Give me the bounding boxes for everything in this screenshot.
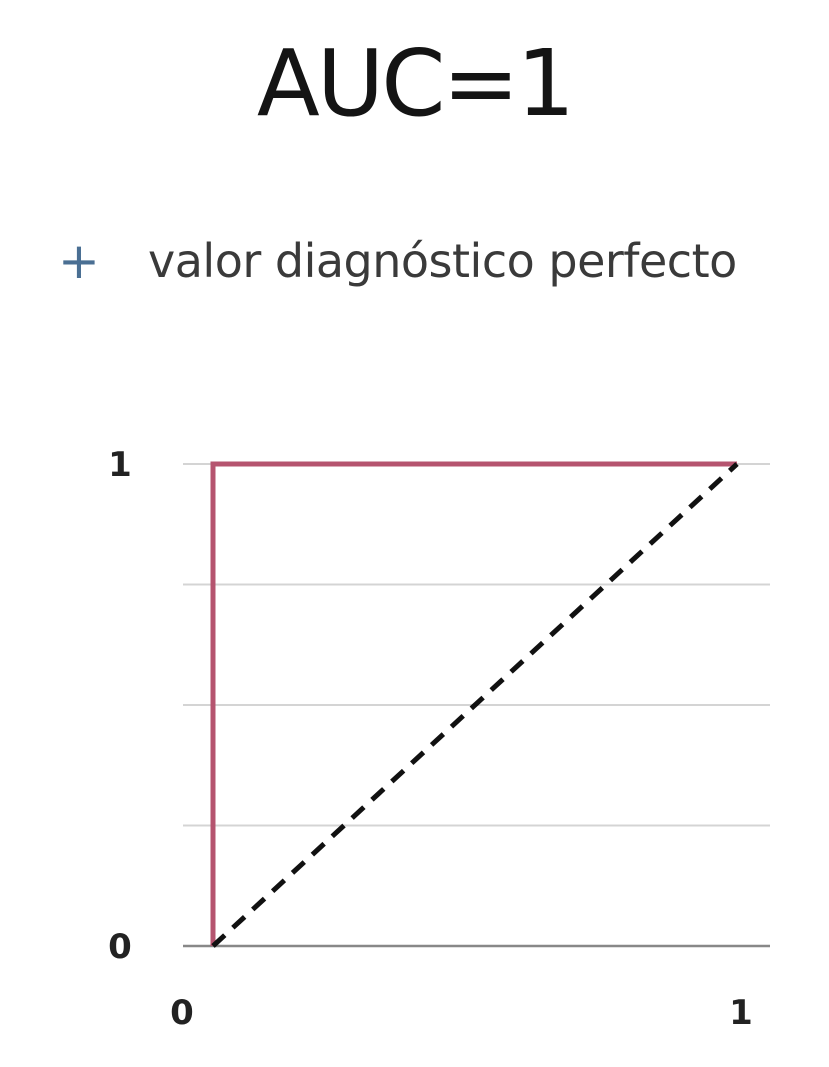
tick-labels: 0 1 0 1 bbox=[108, 445, 753, 1033]
y-tick-label: 1 bbox=[108, 445, 132, 485]
perfect-roc-curve bbox=[210, 461, 737, 946]
bullet-text: valor diagnóstico perfecto bbox=[148, 234, 737, 288]
y-tick-label: 0 bbox=[108, 927, 132, 967]
bullet-point: + valor diagnóstico perfecto bbox=[58, 226, 737, 296]
series-layer bbox=[210, 461, 739, 948]
x-tick-label: 0 bbox=[170, 993, 194, 1033]
chance-diagonal-line bbox=[211, 462, 739, 948]
x-tick-label: 1 bbox=[729, 993, 753, 1033]
plus-icon: + bbox=[58, 232, 100, 290]
chart-title: AUC=1 bbox=[256, 30, 575, 137]
